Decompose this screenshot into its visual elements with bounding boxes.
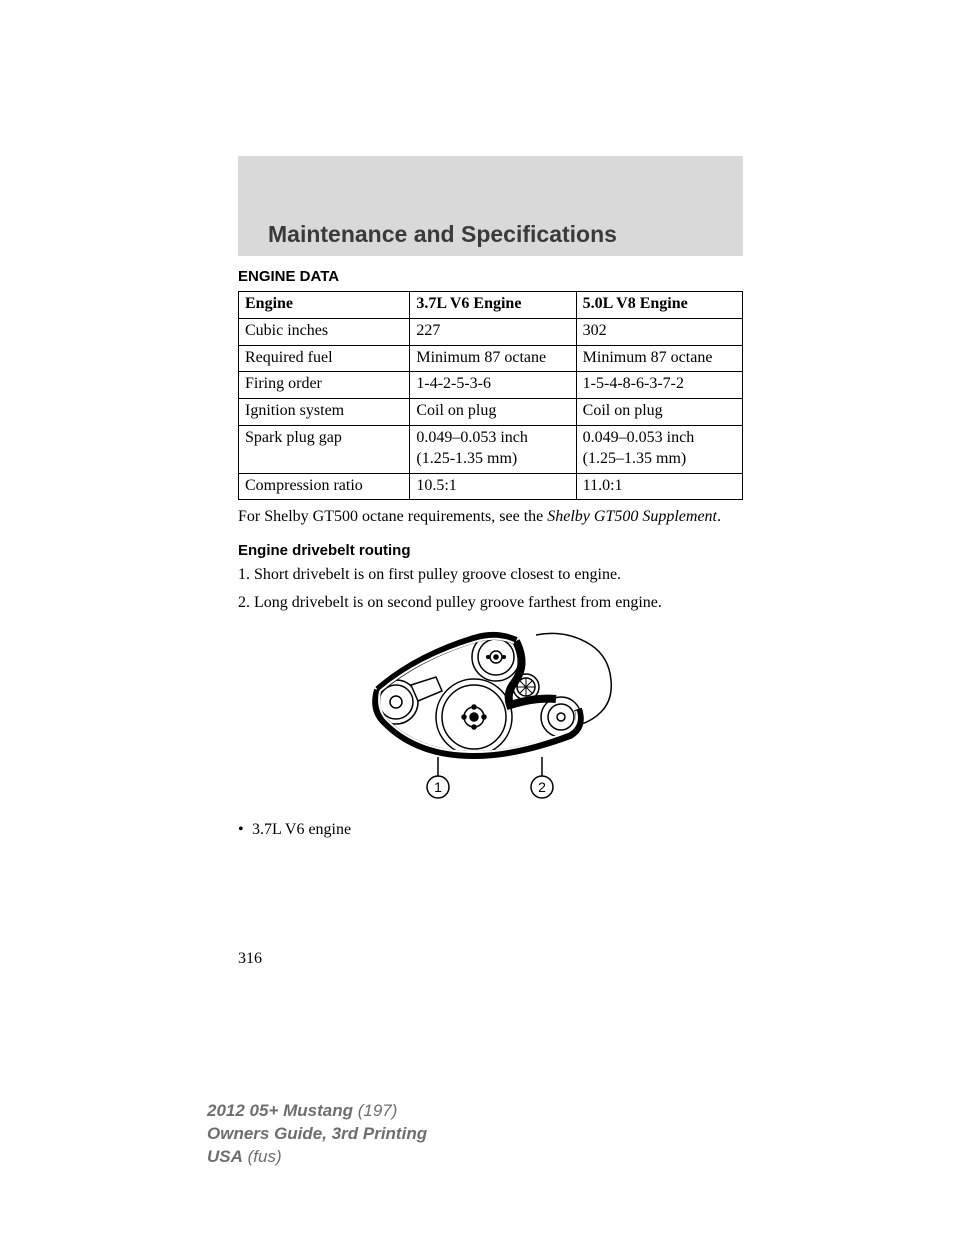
footer-line-3: USA (fus)	[207, 1146, 427, 1169]
page-number: 316	[238, 950, 262, 968]
bullet-label: 3.7L V6 engine	[252, 821, 351, 838]
cell: 0.049–0.053 inch(1.25-1.35 mm)	[410, 425, 576, 473]
footer-fus: (fus)	[243, 1147, 282, 1166]
cell: Coil on plug	[410, 399, 576, 426]
bullet-dot-icon: •	[238, 821, 252, 839]
footer: 2012 05+ Mustang (197) Owners Guide, 3rd…	[207, 1100, 427, 1169]
diagram-callout-2: 2	[538, 779, 546, 795]
cell: Ignition system	[239, 399, 410, 426]
cell: Minimum 87 octane	[410, 345, 576, 372]
col-header: 5.0L V8 Engine	[576, 292, 742, 319]
footer-line-1: 2012 05+ Mustang (197)	[207, 1100, 427, 1123]
cell: Firing order	[239, 372, 410, 399]
engine-data-heading: ENGINE DATA	[238, 268, 743, 285]
shelby-note: For Shelby GT500 octane requirements, se…	[238, 506, 743, 528]
cell: Cubic inches	[239, 318, 410, 345]
diagram-callout-1: 1	[434, 779, 442, 795]
table-header-row: Engine 3.7L V6 Engine 5.0L V8 Engine	[239, 292, 743, 319]
cell: Minimum 87 octane	[576, 345, 742, 372]
section-title: Maintenance and Specifications	[268, 221, 617, 248]
table-row: Ignition system Coil on plug Coil on plu…	[239, 399, 743, 426]
note-suffix: .	[717, 508, 721, 525]
table-row: Spark plug gap 0.049–0.053 inch(1.25-1.3…	[239, 425, 743, 473]
cell: Compression ratio	[239, 473, 410, 500]
table-body: Cubic inches 227 302 Required fuel Minim…	[239, 318, 743, 500]
table-row: Required fuel Minimum 87 octane Minimum …	[239, 345, 743, 372]
footer-region: USA	[207, 1147, 243, 1166]
content-area: ENGINE DATA Engine 3.7L V6 Engine 5.0L V…	[238, 268, 743, 839]
table-row: Compression ratio 10.5:1 11.0:1	[239, 473, 743, 500]
cell: Coil on plug	[576, 399, 742, 426]
cell: 11.0:1	[576, 473, 742, 500]
drivebelt-heading: Engine drivebelt routing	[238, 542, 743, 559]
cell: 1-4-2-5-3-6	[410, 372, 576, 399]
cell: 302	[576, 318, 742, 345]
footer-line-2: Owners Guide, 3rd Printing	[207, 1123, 427, 1146]
cell: 10.5:1	[410, 473, 576, 500]
cell: 227	[410, 318, 576, 345]
col-header: 3.7L V6 Engine	[410, 292, 576, 319]
cell: Required fuel	[239, 345, 410, 372]
note-text: For Shelby GT500 octane requirements, se…	[238, 508, 547, 525]
drivebelt-step: 1. Short drivebelt is on first pulley gr…	[238, 564, 743, 586]
cell: 0.049–0.053 inch(1.25–1.35 mm)	[576, 425, 742, 473]
cell: Spark plug gap	[239, 425, 410, 473]
drivebelt-step: 2. Long drivebelt is on second pulley gr…	[238, 592, 743, 614]
engine-bullet: •3.7L V6 engine	[238, 821, 743, 839]
page: Maintenance and Specifications ENGINE DA…	[0, 0, 954, 1235]
table-row: Cubic inches 227 302	[239, 318, 743, 345]
cell: 1-5-4-8-6-3-7-2	[576, 372, 742, 399]
header-band: Maintenance and Specifications	[238, 156, 743, 256]
engine-data-table: Engine 3.7L V6 Engine 5.0L V8 Engine Cub…	[238, 291, 743, 500]
table-row: Firing order 1-4-2-5-3-6 1-5-4-8-6-3-7-2	[239, 372, 743, 399]
col-header: Engine	[239, 292, 410, 319]
footer-model: 2012 05+ Mustang	[207, 1101, 353, 1120]
drivebelt-diagram: 1 2	[356, 627, 626, 807]
note-italic: Shelby GT500 Supplement	[547, 508, 717, 525]
footer-code: (197)	[353, 1101, 397, 1120]
